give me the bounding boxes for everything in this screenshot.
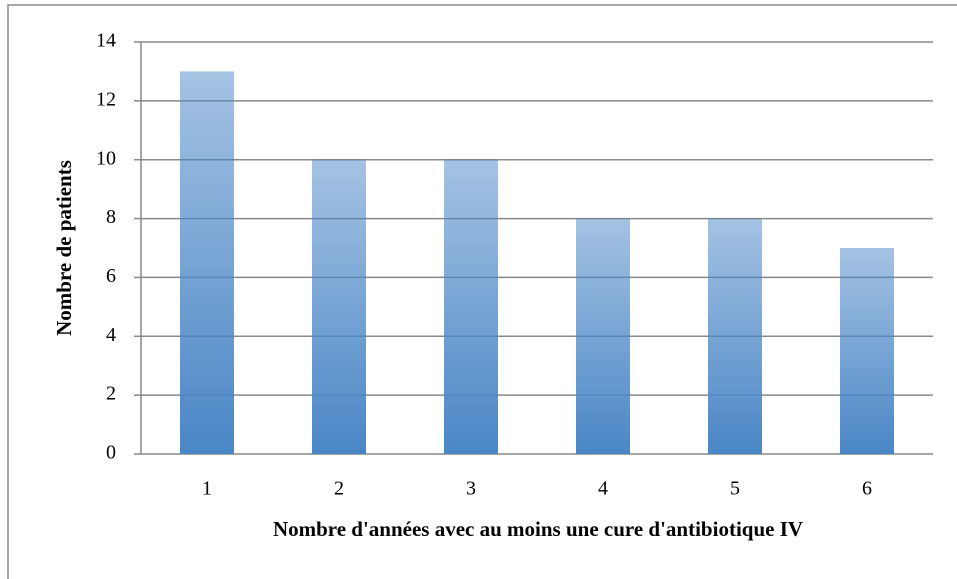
- x-tick-label: 5: [730, 478, 740, 500]
- x-axis-title: Nombre d'années avec au moins une cure d…: [273, 517, 803, 541]
- frame: [7, 4, 957, 579]
- y-tick-label: 6: [106, 265, 116, 287]
- x-tick-label: 6: [862, 478, 872, 500]
- y-tick-label: 0: [106, 442, 116, 464]
- bar: [180, 71, 234, 454]
- y-tick-label: 2: [106, 383, 116, 405]
- bar: [840, 248, 894, 454]
- y-axis-title: Nombre de patients: [52, 160, 76, 336]
- y-tick-label: 4: [106, 324, 116, 346]
- x-tick-label: 3: [466, 478, 476, 500]
- bar: [708, 218, 762, 454]
- bar: [312, 159, 366, 454]
- bar: [576, 218, 630, 454]
- x-tick-label: 2: [334, 478, 344, 500]
- x-tick-label: 1: [202, 478, 212, 500]
- y-tick-label: 10: [96, 147, 116, 169]
- y-tick-label: 8: [106, 206, 116, 228]
- bar: [444, 159, 498, 454]
- x-tick-label: 4: [598, 478, 608, 500]
- y-tick-label: 12: [96, 88, 116, 110]
- y-tick-label: 14: [96, 30, 116, 52]
